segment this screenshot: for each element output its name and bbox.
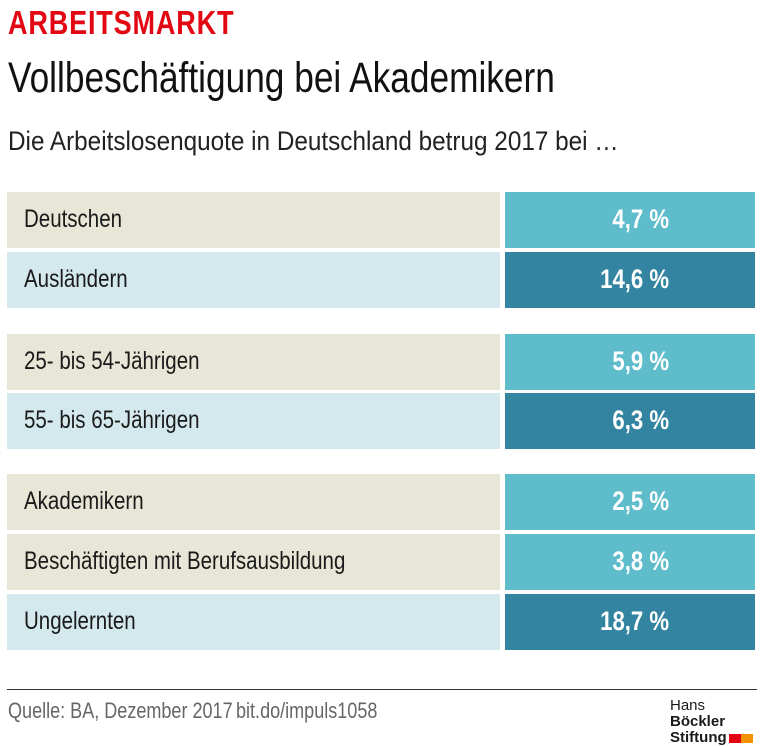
row-value: 6,3 % — [612, 405, 669, 435]
row-label: Ausländern — [24, 265, 128, 293]
row-value-cell: 4,7 % — [505, 192, 755, 248]
table-row: Deutschen 4,7 % — [7, 192, 755, 248]
row-label: Ungelernten — [24, 607, 136, 635]
row-label: 55- bis 65-Jährigen — [24, 406, 200, 434]
row-value-cell: 18,7 % — [505, 594, 755, 650]
row-value-cell: 3,8 % — [505, 534, 755, 590]
source-note: Quelle: BA, Dezember 2017 — [8, 698, 233, 723]
table-row: 25- bis 54-Jährigen 5,9 % — [7, 334, 755, 390]
table-row: 55- bis 65-Jährigen 6,3 % — [7, 393, 755, 449]
table-row: Akademikern 2,5 % — [7, 474, 755, 530]
table-row: Beschäftigten mit Berufsausbildung 3,8 % — [7, 534, 755, 590]
row-value-cell: 5,9 % — [505, 334, 755, 390]
table-row: Ausländern 14,6 % — [7, 252, 755, 308]
row-value: 2,5 % — [612, 486, 669, 516]
subtitle: Die Arbeitslosenquote in Deutschland bet… — [8, 126, 619, 156]
page-title: Vollbeschäftigung bei Akademikern — [8, 54, 555, 102]
row-label: Beschäftigten mit Berufsausbildung — [24, 547, 346, 575]
hans-boeckler-logo: Hans Böckler Stiftung — [670, 698, 760, 746]
table-row: Ungelernten 18,7 % — [7, 594, 755, 650]
row-label-cell: Ungelernten — [7, 594, 500, 650]
row-value: 4,7 % — [612, 204, 669, 234]
row-label-cell: Deutschen — [7, 192, 500, 248]
row-label: Deutschen — [24, 205, 123, 233]
row-label-cell: 25- bis 54-Jährigen — [7, 334, 500, 390]
row-value: 3,8 % — [612, 546, 669, 576]
row-label-cell: 55- bis 65-Jährigen — [7, 393, 500, 449]
row-label-cell: Beschäftigten mit Berufsausbildung — [7, 534, 500, 590]
row-label: Akademikern — [24, 487, 144, 515]
row-label-cell: Ausländern — [7, 252, 500, 308]
row-value-cell: 2,5 % — [505, 474, 755, 530]
row-value: 18,7 % — [600, 606, 669, 636]
row-label-cell: Akademikern — [7, 474, 500, 530]
row-value: 5,9 % — [612, 346, 669, 376]
source-link[interactable]: bit.do/impuls1058 — [236, 698, 378, 723]
row-label: 25- bis 54-Jährigen — [24, 347, 200, 375]
row-value-cell: 6,3 % — [505, 393, 755, 449]
kicker: ARBEITSMARKT — [8, 4, 235, 41]
row-value: 14,6 % — [600, 264, 669, 294]
divider — [7, 689, 757, 690]
row-value-cell: 14,6 % — [505, 252, 755, 308]
